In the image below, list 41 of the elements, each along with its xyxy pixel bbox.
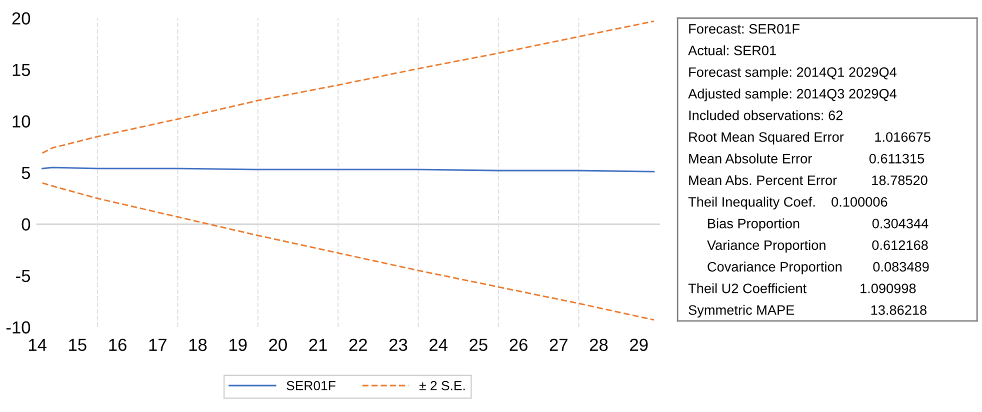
y-tick-label: 20 xyxy=(12,12,30,25)
y-tick-label: 10 xyxy=(12,115,30,128)
y-tick-label: 15 xyxy=(12,64,30,76)
x-tick-label: 16 xyxy=(109,338,126,351)
x-tick-label: 22 xyxy=(349,338,367,351)
text: Actual: SER01 xyxy=(688,45,776,56)
x-tick-label: 20 xyxy=(269,338,287,351)
text: Theil U2 Coefficient 1.090998 xyxy=(688,283,916,294)
line-series xyxy=(42,20,655,154)
text: Adjusted sample: 2014Q3 2029Q4 xyxy=(688,88,897,102)
legend-label: SER01F xyxy=(286,380,336,390)
x-tick-label: 25 xyxy=(470,338,488,351)
y-tick-label: 0 xyxy=(22,218,30,231)
text: Forecast sample: 2014Q1 2029Q4 xyxy=(689,66,896,80)
text: Variance Proportion 0.612168 xyxy=(707,240,928,253)
text: Forecast: SER01F xyxy=(689,24,800,34)
x-tick-label: 19 xyxy=(230,338,247,351)
x-tick-label: 15 xyxy=(69,338,86,351)
x-tick-label: 21 xyxy=(309,338,327,351)
x-tick-label: 27 xyxy=(550,338,568,351)
text: Covariance Proportion 0.083489 xyxy=(708,262,929,274)
x-tick-label: 18 xyxy=(189,338,207,351)
x-tick-label: 24 xyxy=(430,338,448,351)
y-tick-label: -10 xyxy=(6,321,30,334)
line-series xyxy=(42,182,655,321)
x-tick-label: 29 xyxy=(630,338,648,351)
text: Mean Absolute Error 0.611315 xyxy=(689,153,924,164)
y-tick-label: -5 xyxy=(16,270,30,282)
text: Included observations: 62 xyxy=(689,110,842,120)
x-tick-label: 17 xyxy=(149,338,166,351)
legend-label: ± 2 S.E. xyxy=(419,380,465,390)
text: Theil Inequality Coef. 0.100006 xyxy=(688,196,888,210)
text: Root Mean Squared Error 1.016675 xyxy=(689,132,930,145)
text: Symmetric MAPE 13.86218 xyxy=(688,304,927,318)
x-tick-label: 23 xyxy=(389,338,408,351)
x-tick-label: 26 xyxy=(510,338,528,351)
text: Mean Abs. Percent Error 18.78520 xyxy=(689,175,928,186)
x-tick-label: 14 xyxy=(29,338,46,351)
text: Bias Proportion 0.304344 xyxy=(708,218,928,232)
x-tick-label: 28 xyxy=(590,338,608,351)
y-tick-label: 5 xyxy=(22,166,30,180)
